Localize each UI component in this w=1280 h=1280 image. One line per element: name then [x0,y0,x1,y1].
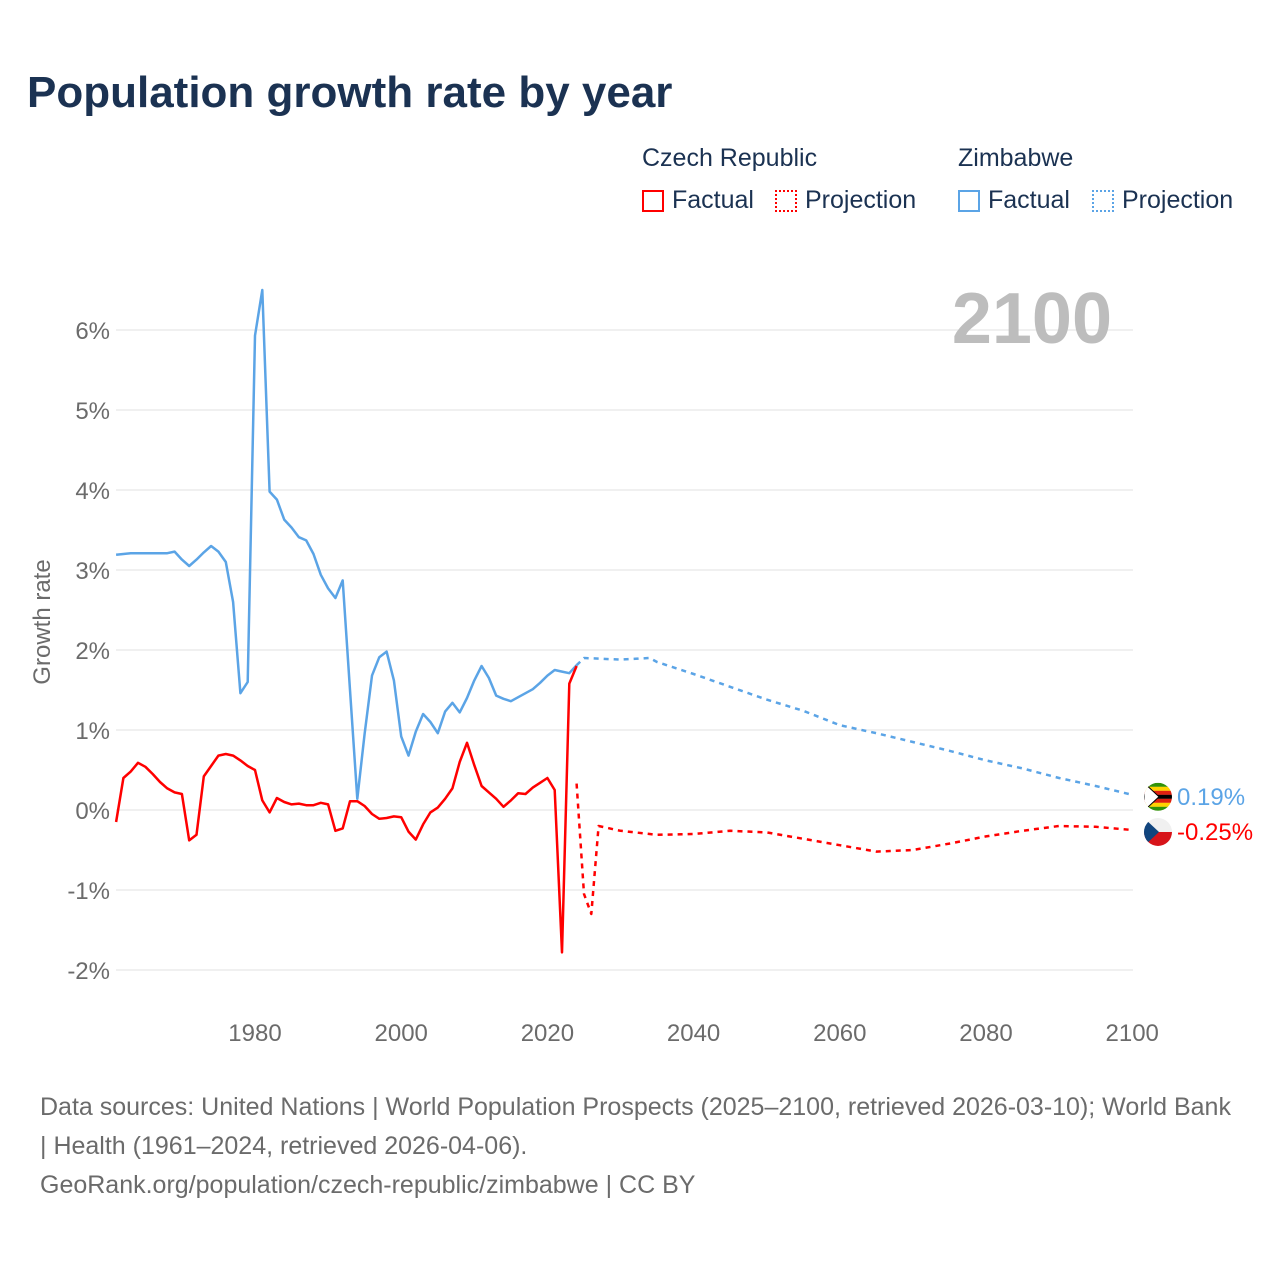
dotted-swatch-icon [1092,189,1114,212]
series-line-zimbabwe-projection [575,656,1133,797]
series-line-czech-republic-projection [575,783,1133,916]
zimbabwe-flag-icon [1144,782,1172,811]
legend-czech-factual[interactable]: Factual [642,186,754,215]
legend-czech-projection[interactable]: Projection [775,186,916,215]
y-tick-label: 3% [75,558,110,585]
y-tick-label: -2% [67,958,110,985]
flag-stripe [1144,802,1172,807]
y-tick-label: 2% [75,638,110,665]
legend-label: Factual [988,186,1070,214]
solid-swatch-icon [958,189,980,212]
dotted-swatch-icon [775,189,797,212]
czech-end-label: -0.25% [1177,819,1253,846]
y-tick-label: 1% [75,718,110,745]
zimbabwe-end-label: 0.19% [1177,784,1245,811]
y-axis-label: Growth rate [29,559,56,684]
legend-group-zimbabwe: Zimbabwe [958,144,1074,172]
legend-zimbabwe-factual[interactable]: Factual [958,186,1070,215]
footer: Data sources: United Nations | World Pop… [40,1088,1240,1205]
flag-triangle [1144,782,1160,811]
flag-stripe [1144,806,1172,811]
data-sources: Data sources: United Nations | World Pop… [40,1093,1231,1160]
x-tick-label: 2000 [375,1020,428,1047]
y-tick-label: 0% [75,798,110,825]
series-line-zimbabwe-factual [115,288,578,801]
y-tick-label: -1% [67,878,110,905]
czech-flag-icon [1144,818,1172,846]
flag-stripe [1144,798,1172,803]
current-year-label: 2100 [951,279,1112,359]
x-tick-label: 2060 [813,1020,866,1047]
x-tick-label: 2040 [667,1020,720,1047]
flag-stripe [1144,786,1172,791]
x-tick-label: 2100 [1106,1020,1159,1047]
flag-triangle [1144,818,1159,846]
x-tick-label: 2020 [521,1020,574,1047]
y-tick-label: 4% [75,478,110,505]
x-tick-label: 1980 [228,1020,281,1047]
solid-swatch-icon [642,189,664,212]
y-tick-label: 5% [75,398,110,425]
flag-stripe [1144,790,1172,795]
legend-label: Projection [1122,186,1234,214]
page-title: Population growth rate by year [27,68,673,117]
source-link[interactable]: GeoRank.org/population/czech-republic/zi… [40,1171,696,1199]
legend-label: Projection [805,186,917,214]
flag-stripe [1144,782,1172,787]
series-line-czech-republic-factual [114,665,578,954]
y-tick-label: 6% [75,318,110,345]
x-tick-label: 2080 [959,1020,1012,1047]
legend-zimbabwe-projection[interactable]: Projection [1092,186,1233,215]
legend-label: Factual [672,186,754,214]
legend-group-czech: Czech Republic [642,144,818,172]
